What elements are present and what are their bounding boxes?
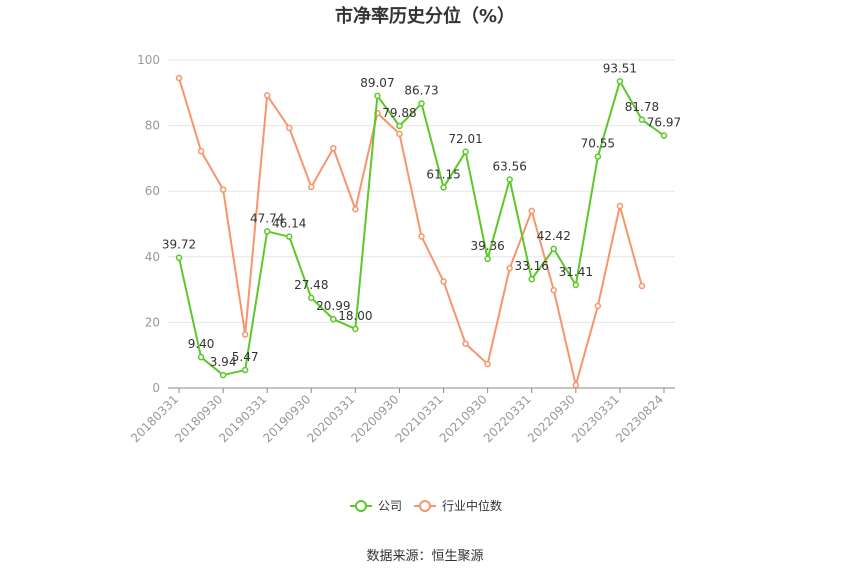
data-label: 5.47	[232, 350, 259, 364]
chart-title: 市净率历史分位（%）	[334, 6, 516, 27]
y-tick-label: 60	[145, 184, 160, 198]
data-point	[308, 294, 315, 302]
data-point	[638, 282, 646, 290]
data-point	[175, 74, 183, 82]
data-point	[285, 124, 293, 132]
data-label: 76.97	[647, 116, 681, 130]
data-point	[418, 233, 425, 240]
data-label: 93.51	[603, 61, 637, 75]
legend-label-industry: 行业中位数	[442, 498, 502, 513]
data-point	[285, 233, 293, 240]
data-point	[175, 254, 183, 261]
data-label: 79.88	[382, 106, 416, 120]
data-point	[528, 207, 535, 215]
data-label: 86.73	[404, 84, 438, 98]
data-label: 70.55	[581, 137, 615, 151]
data-point	[572, 281, 580, 289]
data-point	[352, 325, 359, 333]
data-point	[616, 202, 624, 210]
data-label: 89.07	[360, 76, 394, 90]
legend-label-company: 公司	[378, 499, 402, 513]
data-label: 81.78	[625, 100, 659, 114]
data-point	[638, 116, 646, 124]
data-label: 39.72	[162, 238, 196, 252]
y-tick-label: 40	[145, 250, 160, 264]
x-tick-label: 20230824	[613, 392, 666, 445]
data-label: 18.00	[338, 309, 372, 323]
legend-marker-industry	[419, 500, 431, 512]
data-point	[396, 122, 403, 130]
y-tick-label: 100	[137, 53, 160, 67]
data-point	[418, 100, 425, 107]
data-point	[396, 130, 403, 138]
data-source-note: 数据来源：恒生聚源	[366, 549, 484, 564]
data-label: 39.36	[470, 239, 504, 253]
data-label: 3.94	[210, 355, 237, 369]
data-point	[484, 360, 491, 368]
data-point	[506, 265, 513, 272]
data-point	[440, 184, 447, 191]
data-point	[308, 183, 315, 191]
data-point	[462, 148, 469, 156]
data-point	[660, 132, 668, 139]
data-label: 31.41	[559, 265, 593, 279]
series-line	[178, 77, 643, 387]
data-point	[330, 315, 337, 323]
data-point	[263, 228, 271, 235]
y-tick-label: 80	[145, 119, 160, 133]
data-point	[352, 205, 359, 213]
data-point	[197, 353, 205, 361]
data-label: 72.01	[448, 132, 482, 146]
legend-marker-company	[355, 500, 367, 512]
data-label: 9.40	[188, 337, 215, 351]
data-label: 20.99	[316, 299, 350, 313]
data-point	[374, 92, 381, 100]
data-point	[241, 366, 249, 374]
data-point	[219, 371, 227, 379]
data-point	[550, 287, 558, 294]
data-point	[572, 381, 580, 389]
data-point	[462, 340, 469, 347]
data-point	[594, 302, 602, 310]
data-point	[506, 176, 513, 183]
data-label: 27.48	[294, 278, 328, 292]
data-label: 61.15	[426, 167, 460, 181]
data-point	[440, 278, 447, 285]
data-label: 42.42	[537, 229, 571, 243]
data-point	[616, 78, 624, 85]
data-label: 33.16	[515, 259, 549, 273]
data-point	[263, 92, 271, 99]
data-point	[594, 153, 602, 160]
data-point	[241, 331, 249, 338]
data-label: 47.74	[250, 211, 284, 225]
y-tick-label: 20	[145, 315, 160, 329]
y-tick-label: 0	[152, 381, 160, 395]
data-point	[484, 255, 491, 263]
data-point	[550, 245, 558, 253]
data-point	[330, 144, 337, 152]
data-label: 46.14	[272, 217, 306, 231]
data-label: 63.56	[492, 160, 526, 174]
data-point	[219, 186, 227, 193]
data-point	[528, 275, 535, 283]
data-point	[197, 147, 205, 155]
